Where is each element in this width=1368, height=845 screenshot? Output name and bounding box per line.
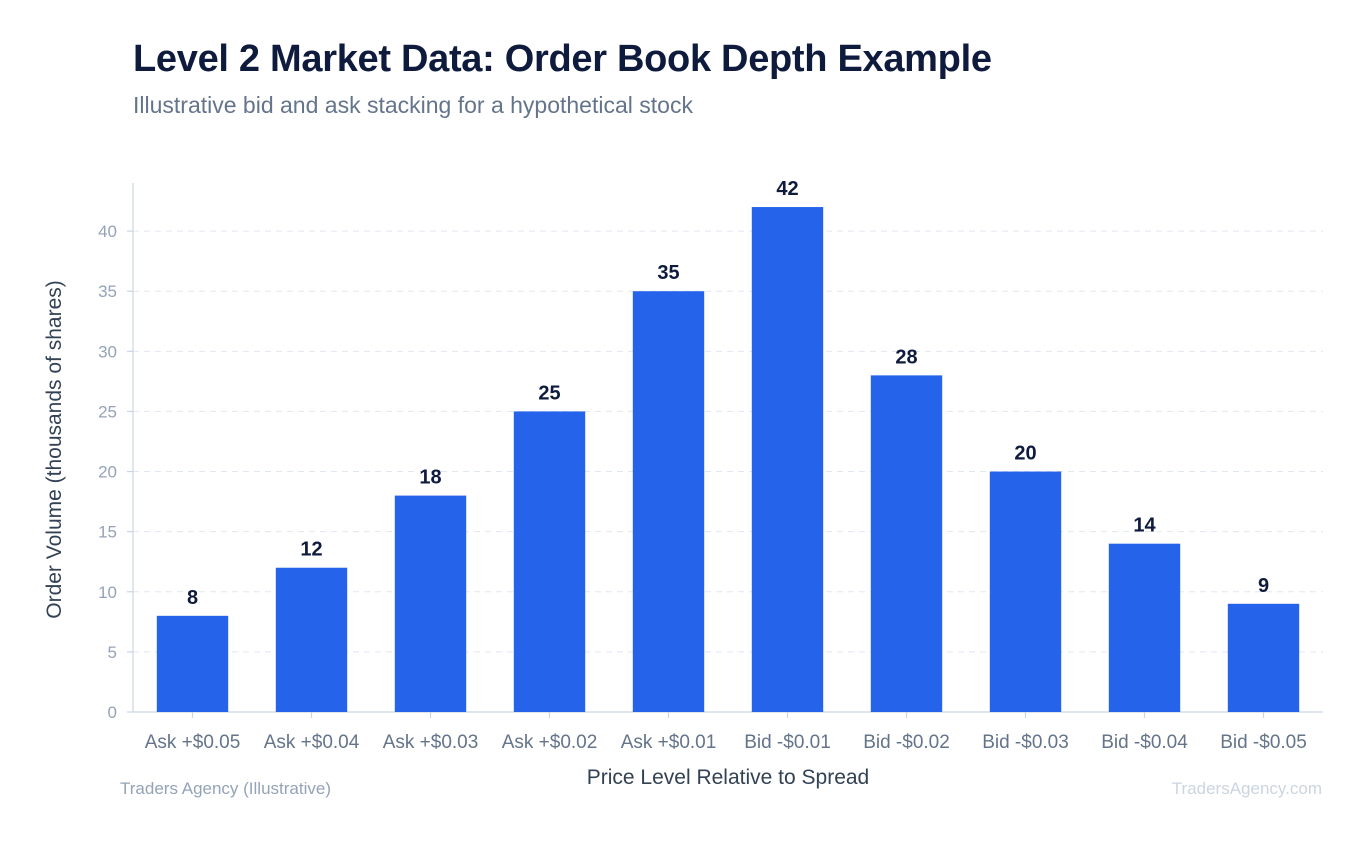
source-note: Traders Agency (Illustrative)	[120, 779, 331, 798]
bar	[1227, 603, 1300, 712]
x-tick-label: Ask +$0.03	[383, 732, 479, 753]
bar	[156, 615, 229, 712]
x-tick-label: Bid -$0.03	[982, 732, 1069, 753]
bar	[870, 375, 943, 712]
y-tick-label: 20	[98, 463, 117, 482]
bar	[751, 207, 824, 712]
x-axis-title: Price Level Relative to Spread	[587, 766, 870, 789]
bar	[275, 567, 348, 712]
bar-value-label: 35	[657, 262, 679, 284]
x-tick-label: Bid -$0.01	[744, 732, 831, 753]
bar-value-label: 28	[895, 346, 917, 368]
x-tick-label: Bid -$0.04	[1101, 732, 1188, 753]
x-tick-label: Ask +$0.05	[145, 732, 241, 753]
y-tick-label: 25	[98, 402, 117, 421]
y-tick-label: 35	[98, 282, 117, 301]
chart-title: Level 2 Market Data: Order Book Depth Ex…	[133, 38, 992, 80]
bar-value-label: 25	[538, 382, 560, 404]
y-tick-label: 30	[98, 342, 117, 361]
chart-subtitle: Illustrative bid and ask stacking for a …	[133, 92, 693, 118]
y-tick-label: 15	[98, 523, 117, 542]
bar	[513, 411, 586, 712]
bars	[156, 207, 1300, 712]
x-tick-label: Ask +$0.01	[621, 732, 717, 753]
gridlines	[133, 230, 1323, 653]
bar	[989, 471, 1062, 712]
bar-value-label: 42	[776, 178, 798, 200]
x-tick-label: Ask +$0.02	[502, 732, 598, 753]
y-axis-title: Order Volume (thousands of shares)	[43, 280, 66, 619]
bar-value-label: 9	[1258, 575, 1269, 597]
bar-value-label: 18	[419, 467, 441, 489]
watermark: TradersAgency.com	[1171, 779, 1322, 798]
bar	[394, 495, 467, 712]
y-tick-label: 0	[108, 703, 117, 722]
bar-value-label: 20	[1014, 443, 1036, 465]
y-tick-label: 40	[98, 222, 117, 241]
bar	[1108, 543, 1181, 712]
x-tick-label: Ask +$0.04	[264, 732, 360, 753]
x-tick-label: Bid -$0.05	[1220, 732, 1307, 753]
y-tick-label: 5	[108, 643, 117, 662]
bar-value-label: 14	[1133, 515, 1156, 537]
bar-value-label: 8	[187, 587, 198, 609]
x-axis-ticks: Ask +$0.05 Ask +$0.04 Ask +$0.03 Ask +$0.02…	[145, 712, 1307, 753]
y-tick-label: 10	[98, 583, 117, 602]
data-labels: 8 12 18 25 35 42 28 20 14 9	[187, 178, 1269, 609]
bar-value-label: 12	[300, 539, 322, 561]
x-tick-label: Bid -$0.02	[863, 732, 950, 753]
y-axis-ticks: 0 5 10 15 20 25 30 35 40	[98, 222, 133, 722]
bar	[632, 291, 705, 712]
